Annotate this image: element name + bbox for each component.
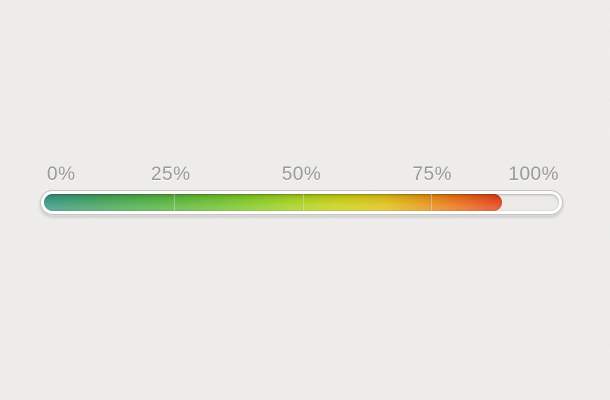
tick-label-50: 50%: [281, 164, 322, 185]
segment-divider-50: [301, 194, 304, 211]
progress-meter: 0% 25% 50% 75% 100%: [40, 164, 563, 215]
segment-divider-75: [430, 194, 433, 211]
tick-label-row: 0% 25% 50% 75% 100%: [40, 164, 563, 188]
segment-divider-25: [172, 194, 175, 211]
tick-label-75: 75%: [412, 164, 453, 185]
progress-track: [44, 194, 559, 211]
tick-label-25: 25%: [150, 164, 191, 185]
tick-label-100: 100%: [508, 164, 559, 185]
tick-label-0: 0%: [47, 164, 76, 185]
progress-fill: [44, 194, 503, 211]
progress-bar: [40, 190, 563, 215]
